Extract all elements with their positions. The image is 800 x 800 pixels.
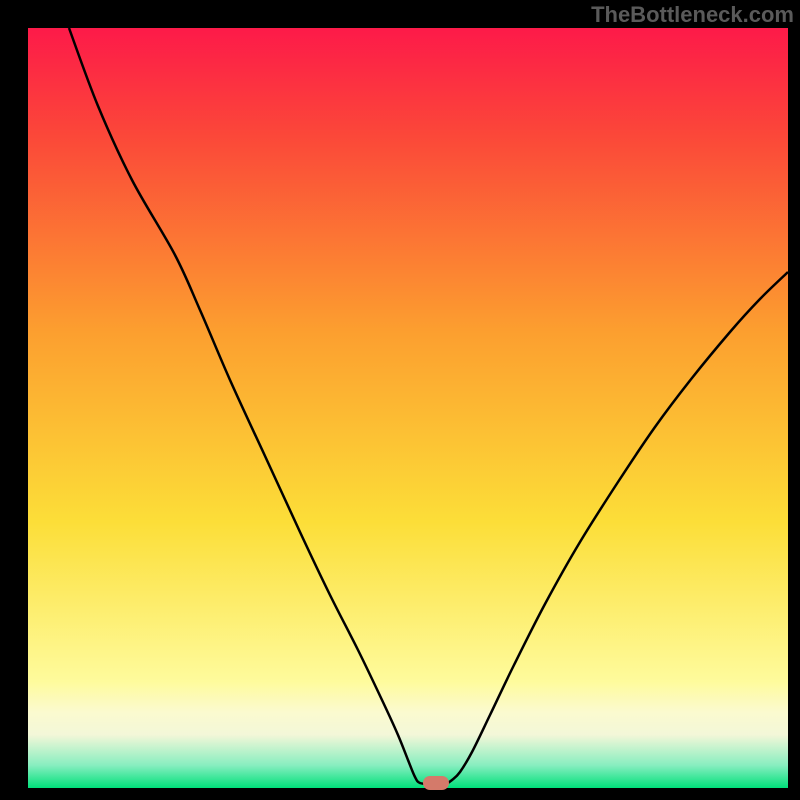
watermark-text: TheBottleneck.com — [591, 2, 794, 28]
bottleneck-curve — [0, 0, 800, 800]
curve-path — [69, 28, 788, 784]
optimal-marker — [423, 776, 449, 790]
